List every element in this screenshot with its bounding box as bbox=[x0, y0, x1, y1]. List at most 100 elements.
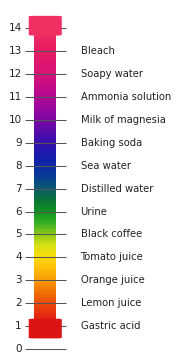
Text: Orange juice: Orange juice bbox=[81, 275, 144, 285]
Bar bbox=[34, 200, 56, 201]
Text: Milk of magnesia: Milk of magnesia bbox=[81, 115, 165, 125]
Bar bbox=[34, 84, 56, 85]
Bar bbox=[34, 209, 56, 210]
Bar bbox=[34, 85, 56, 86]
Bar bbox=[34, 131, 56, 132]
Bar bbox=[34, 85, 56, 86]
Bar bbox=[34, 206, 56, 207]
Bar bbox=[34, 174, 56, 175]
Bar bbox=[34, 59, 56, 60]
Text: 3: 3 bbox=[15, 275, 22, 285]
Bar bbox=[34, 270, 56, 271]
Bar bbox=[34, 123, 56, 124]
Bar bbox=[34, 280, 56, 282]
Bar bbox=[34, 175, 56, 176]
Bar bbox=[34, 46, 56, 47]
Bar bbox=[34, 252, 56, 253]
Bar bbox=[34, 332, 56, 333]
Bar bbox=[34, 207, 56, 208]
Bar bbox=[34, 86, 56, 87]
Text: 1: 1 bbox=[15, 321, 22, 331]
Bar bbox=[34, 52, 56, 53]
Bar bbox=[34, 300, 56, 301]
Bar bbox=[34, 35, 56, 36]
Text: Baking soda: Baking soda bbox=[81, 138, 142, 148]
Bar bbox=[34, 63, 56, 64]
Bar bbox=[34, 79, 56, 80]
Bar bbox=[34, 328, 56, 329]
Bar bbox=[34, 243, 56, 244]
Bar bbox=[34, 49, 56, 50]
Bar bbox=[34, 182, 56, 183]
Bar bbox=[34, 246, 56, 247]
Bar bbox=[34, 321, 56, 323]
FancyBboxPatch shape bbox=[29, 319, 62, 338]
Bar bbox=[34, 336, 56, 337]
Bar bbox=[34, 248, 56, 249]
Bar bbox=[34, 143, 56, 144]
Bar bbox=[34, 75, 56, 76]
Bar bbox=[34, 201, 56, 202]
Bar bbox=[34, 60, 56, 62]
Bar bbox=[34, 178, 56, 179]
Bar bbox=[34, 287, 56, 288]
Bar bbox=[34, 97, 56, 98]
Bar bbox=[34, 133, 56, 134]
Bar bbox=[34, 337, 56, 338]
Bar bbox=[34, 253, 56, 254]
Bar bbox=[34, 242, 56, 243]
Bar bbox=[34, 211, 56, 212]
Bar bbox=[34, 115, 56, 116]
Bar bbox=[34, 113, 56, 114]
Bar bbox=[34, 280, 56, 281]
Bar bbox=[34, 325, 56, 327]
Text: 2: 2 bbox=[15, 298, 22, 308]
Bar bbox=[34, 318, 56, 319]
Bar bbox=[34, 188, 56, 189]
Bar bbox=[34, 189, 56, 190]
Bar bbox=[34, 154, 56, 156]
Bar bbox=[34, 72, 56, 73]
Bar bbox=[34, 285, 56, 286]
Bar bbox=[34, 164, 56, 165]
Bar bbox=[34, 170, 56, 171]
Bar bbox=[34, 278, 56, 279]
Bar bbox=[34, 163, 56, 164]
Bar bbox=[34, 71, 56, 72]
Bar bbox=[34, 291, 56, 292]
Bar bbox=[34, 203, 56, 204]
Bar bbox=[34, 286, 56, 287]
Bar bbox=[34, 153, 56, 154]
Bar bbox=[34, 150, 56, 152]
FancyBboxPatch shape bbox=[29, 16, 62, 36]
Bar bbox=[34, 179, 56, 180]
Text: Urine: Urine bbox=[81, 207, 108, 217]
Bar bbox=[34, 219, 56, 220]
Bar bbox=[34, 290, 56, 291]
Bar bbox=[34, 98, 56, 99]
Bar bbox=[34, 180, 56, 181]
Bar bbox=[34, 248, 56, 249]
Bar bbox=[34, 159, 56, 160]
Bar bbox=[34, 304, 56, 305]
Text: Soapy water: Soapy water bbox=[81, 69, 142, 79]
Bar bbox=[34, 34, 56, 35]
Bar bbox=[34, 95, 56, 96]
Bar bbox=[34, 31, 56, 32]
Bar bbox=[34, 92, 56, 93]
Bar bbox=[34, 64, 56, 66]
Bar bbox=[34, 276, 56, 277]
Bar bbox=[34, 36, 56, 37]
Bar bbox=[34, 122, 56, 123]
Text: Ammonia solution: Ammonia solution bbox=[81, 92, 171, 102]
Bar bbox=[34, 99, 56, 100]
Bar bbox=[34, 237, 56, 238]
Bar bbox=[34, 245, 56, 246]
Bar bbox=[34, 203, 56, 204]
Bar bbox=[34, 151, 56, 152]
Bar bbox=[34, 42, 56, 43]
Bar bbox=[34, 37, 56, 38]
Bar bbox=[34, 312, 56, 313]
Bar bbox=[34, 288, 56, 289]
Bar bbox=[34, 235, 56, 236]
